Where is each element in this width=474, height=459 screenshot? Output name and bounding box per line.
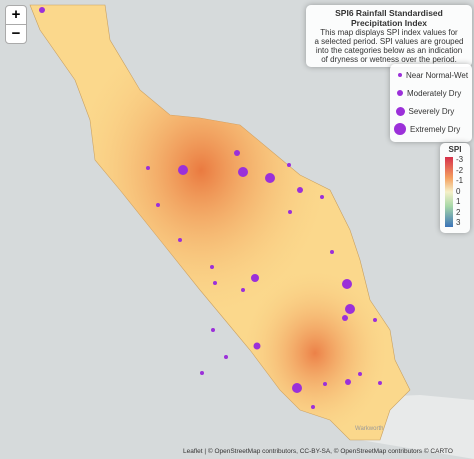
- station[interactable]: [378, 381, 382, 385]
- station[interactable]: [39, 7, 45, 13]
- station[interactable]: [288, 210, 292, 214]
- spi-legend: SPI -3 -2 -1 0 1 2 3: [440, 143, 470, 233]
- station[interactable]: [320, 195, 324, 199]
- station[interactable]: [330, 250, 334, 254]
- station[interactable]: [323, 382, 327, 386]
- legend-row: Severely Dry: [392, 102, 470, 120]
- info-line: of dryness or wetness over the period.: [321, 55, 457, 64]
- legend-row: Moderately Dry: [392, 84, 470, 102]
- legend-label: Extremely Dry: [410, 124, 461, 134]
- category-legend: Near Normal-Wet Moderately Dry Severely Dr…: [390, 64, 472, 142]
- station[interactable]: [238, 167, 248, 177]
- dry-area: [30, 5, 410, 440]
- station[interactable]: [146, 166, 150, 170]
- legend-label: Near Normal-Wet: [406, 70, 469, 80]
- spi-tick: -1: [456, 176, 464, 185]
- station[interactable]: [311, 405, 315, 409]
- legend-dot: [397, 90, 403, 96]
- station[interactable]: [200, 371, 204, 375]
- legend-row: Extremely Dry: [392, 120, 470, 138]
- station[interactable]: [265, 173, 275, 183]
- station[interactable]: [287, 163, 291, 167]
- station[interactable]: [345, 379, 351, 385]
- legend-dot: [398, 73, 402, 77]
- legend-label: Moderately Dry: [407, 88, 462, 98]
- station[interactable]: [358, 372, 362, 376]
- station[interactable]: [342, 315, 348, 321]
- station[interactable]: [241, 288, 245, 292]
- legend-row: Near Normal-Wet: [392, 66, 470, 84]
- spi-tick: 3: [456, 218, 461, 227]
- info-line: a selected period. SPI values are groupe…: [314, 37, 464, 46]
- legend-dot: [395, 106, 405, 116]
- station[interactable]: [373, 318, 377, 322]
- legend-label: Severely Dry: [408, 106, 455, 116]
- spi-tick: -3: [456, 155, 464, 164]
- station[interactable]: [297, 187, 303, 193]
- zoom-out[interactable]: −: [5, 24, 27, 44]
- station[interactable]: [342, 279, 352, 289]
- spi-tick: 1: [456, 197, 461, 206]
- zoom-in[interactable]: +: [5, 5, 27, 25]
- station[interactable]: [156, 203, 160, 207]
- legend-dot: [394, 123, 406, 135]
- info-title: SPI6 Rainfall Standardised Precipitation…: [335, 8, 443, 28]
- place-label: Warkworth: [355, 426, 383, 432]
- color-bar: [445, 157, 453, 227]
- station[interactable]: [178, 165, 188, 175]
- spi-tick: 2: [456, 207, 461, 217]
- spi-title: SPI: [448, 145, 462, 154]
- info-box: SPI6 Rainfall Standardised Precipitation…: [306, 5, 472, 67]
- station[interactable]: [210, 265, 214, 269]
- station[interactable]: [345, 304, 355, 314]
- station[interactable]: [292, 383, 302, 393]
- info-line: This map displays SPI index values for: [320, 28, 458, 37]
- station[interactable]: [178, 238, 182, 242]
- info-line: into the categories below as an indicati…: [315, 46, 463, 55]
- attribution: Leaflet | © OpenStreetMap contributors, …: [183, 447, 453, 455]
- station[interactable]: [211, 328, 215, 332]
- station[interactable]: [234, 150, 240, 156]
- station[interactable]: [224, 355, 228, 359]
- station[interactable]: [213, 281, 217, 285]
- spi-tick: 0: [456, 186, 461, 196]
- station[interactable]: [251, 274, 259, 282]
- spi-tick: -2: [456, 165, 464, 175]
- station[interactable]: [253, 342, 261, 350]
